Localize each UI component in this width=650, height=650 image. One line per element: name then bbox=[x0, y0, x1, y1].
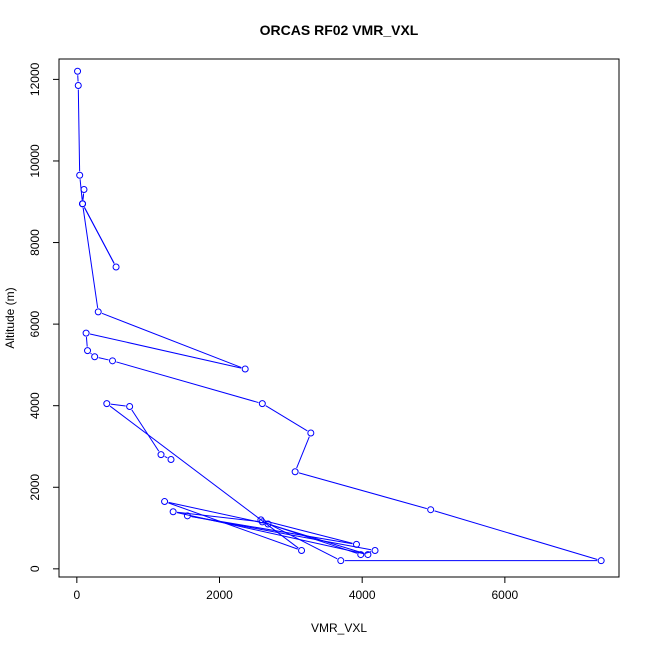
series-segment bbox=[271, 524, 365, 554]
series-segment bbox=[164, 455, 168, 459]
data-point bbox=[94, 308, 102, 316]
series-segment bbox=[116, 361, 259, 404]
data-point bbox=[112, 263, 120, 271]
data-point bbox=[298, 546, 306, 554]
series-segment bbox=[434, 510, 598, 561]
data-point bbox=[109, 357, 117, 365]
data-point bbox=[307, 429, 315, 437]
data-point bbox=[84, 347, 92, 355]
data-point bbox=[80, 186, 88, 194]
series-segment bbox=[90, 352, 92, 355]
x-tick-label: 0 bbox=[73, 588, 80, 602]
data-point bbox=[82, 329, 90, 337]
series-segment bbox=[177, 511, 259, 522]
series-segment bbox=[98, 357, 109, 361]
x-tick-label: 4000 bbox=[349, 588, 376, 602]
series-segment bbox=[176, 512, 365, 555]
y-tick-label: 10000 bbox=[28, 144, 42, 178]
series-segment bbox=[168, 501, 265, 524]
data-point bbox=[91, 353, 99, 361]
y-tick-label: 2000 bbox=[28, 474, 42, 501]
series-segment bbox=[264, 520, 353, 544]
data-point bbox=[357, 551, 365, 559]
series-segment bbox=[131, 409, 160, 452]
data-point bbox=[169, 508, 177, 516]
data-point bbox=[126, 403, 134, 411]
data-point bbox=[103, 400, 111, 408]
chart-title: ORCAS RF02 VMR_VXL bbox=[260, 22, 419, 38]
y-tick-label: 4000 bbox=[28, 392, 42, 419]
series-segment bbox=[83, 207, 115, 264]
data-point bbox=[258, 400, 266, 408]
x-tick-label: 6000 bbox=[492, 588, 519, 602]
series-segment bbox=[82, 207, 99, 308]
series-segment bbox=[296, 436, 310, 469]
series-segment bbox=[110, 403, 126, 407]
x-axis: 0 2000 4000 6000 bbox=[73, 576, 519, 602]
data-point bbox=[337, 557, 345, 565]
data-point bbox=[352, 540, 360, 548]
series-segment bbox=[168, 502, 298, 550]
y-tick-label: 0 bbox=[28, 565, 42, 572]
data-point bbox=[183, 512, 191, 520]
data-point bbox=[427, 506, 435, 514]
data-point bbox=[74, 67, 82, 75]
data-point bbox=[74, 82, 82, 90]
data-point bbox=[157, 451, 165, 459]
y-tick-label: 12000 bbox=[28, 62, 42, 96]
y-axis-label: Altitude (m) bbox=[3, 287, 17, 348]
data-point bbox=[257, 516, 265, 524]
y-tick-label: 6000 bbox=[28, 310, 42, 337]
data-point bbox=[79, 200, 87, 208]
data-point bbox=[264, 520, 272, 528]
series-points bbox=[74, 67, 605, 565]
series-segment bbox=[298, 472, 427, 510]
data-point bbox=[597, 557, 605, 565]
data-point bbox=[76, 171, 84, 179]
series-segment bbox=[77, 89, 81, 172]
y-axis: 0 2000 4000 6000 8000 10000 12000 bbox=[28, 62, 60, 572]
series-segment bbox=[82, 193, 85, 200]
x-axis-label: VMR_VXL bbox=[311, 621, 367, 635]
data-point bbox=[371, 546, 379, 554]
plot-frame bbox=[58, 58, 620, 578]
series-segment bbox=[265, 405, 308, 432]
y-tick-label: 8000 bbox=[28, 229, 42, 256]
x-tick-label: 2000 bbox=[206, 588, 233, 602]
data-point bbox=[291, 468, 299, 476]
series-segment bbox=[101, 312, 242, 369]
series-segment bbox=[109, 405, 299, 549]
data-point bbox=[364, 551, 372, 559]
data-point bbox=[161, 498, 169, 506]
series-segment bbox=[85, 337, 88, 347]
data-point bbox=[241, 365, 249, 373]
series-segment bbox=[89, 333, 242, 369]
series-lines bbox=[77, 75, 598, 562]
data-point bbox=[167, 456, 175, 464]
